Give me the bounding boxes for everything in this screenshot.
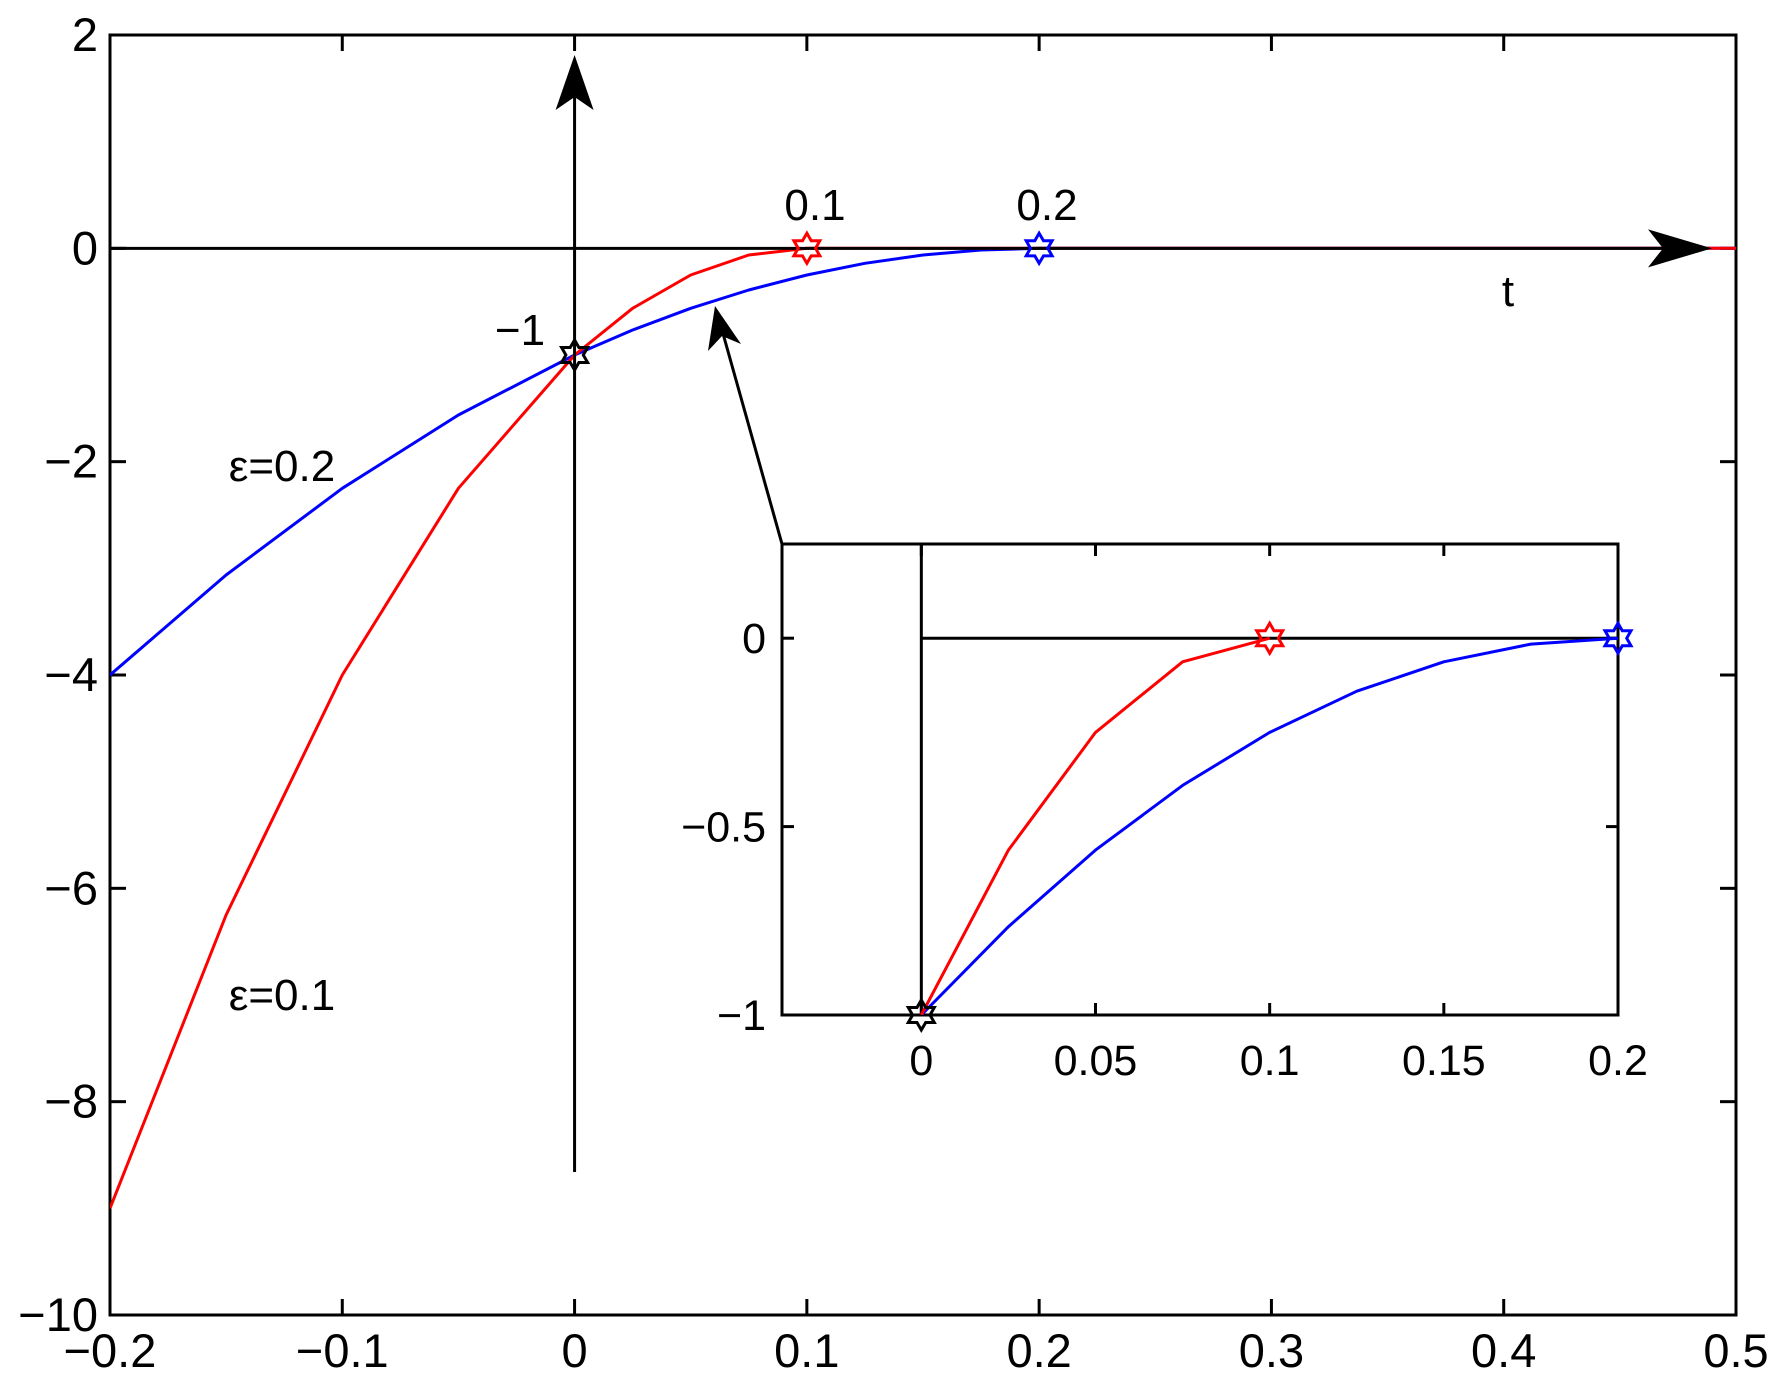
inset-ticks: 0 0.05 0.1 0.15 0.2 −1 −0.5 0	[681, 544, 1648, 1085]
inset-star-marker	[1602, 620, 1634, 657]
vertical-arrowhead	[555, 55, 594, 110]
coordinate-arrows	[110, 55, 1712, 1172]
x-tick-label: 0	[562, 1324, 588, 1377]
star-marker	[791, 230, 823, 267]
x-tick-label: −0.1	[296, 1324, 389, 1377]
eps-01-label: ε=0.1	[229, 971, 335, 1020]
inset-markers	[905, 620, 1634, 1033]
inset-series	[919, 636, 1618, 1015]
inset-star-marker	[1254, 620, 1286, 657]
y-tick-label: −6	[44, 861, 98, 914]
eps-02-label: ε=0.2	[229, 442, 335, 491]
inset-series-line-ε=0.1	[919, 636, 1271, 1015]
main-series	[110, 246, 1736, 1209]
star-marker	[559, 337, 591, 373]
point-02-label: 0.2	[1016, 181, 1077, 230]
inset-x-tick-label: 0	[909, 1037, 933, 1085]
inset-x-tick-label: 0.15	[1402, 1037, 1486, 1085]
inset-y-tick-label: −0.5	[681, 804, 766, 852]
x-tick-label: 0.2	[1006, 1324, 1071, 1377]
x-tick-label: 0.5	[1703, 1324, 1768, 1377]
star-marker	[1023, 230, 1055, 267]
series-line-ε=0.2	[110, 246, 1736, 677]
y-tick-label: −2	[44, 435, 98, 488]
y-tick-label: −8	[44, 1075, 98, 1128]
y-tick-label: −10	[18, 1288, 98, 1341]
inset-pointer-arrow	[708, 306, 784, 545]
inset-series-line-ε=0.2	[920, 636, 1618, 1015]
y-tick-label: −4	[44, 648, 98, 701]
inset-y-tick-label: −1	[717, 992, 766, 1040]
inset-plot-frame	[780, 542, 1620, 1017]
y-tick-label: 2	[72, 8, 98, 61]
point-01-label: 0.1	[784, 181, 845, 230]
inset-y-tick-label: 0	[742, 615, 766, 663]
x-tick-label: 0.3	[1239, 1324, 1304, 1377]
y-tick-label: 0	[72, 221, 98, 274]
main-markers	[559, 230, 1055, 373]
main-ticks: −0.2 −0.1 0 0.1 0.2 0.3 0.4 0.5−10−8−6−4−202	[18, 8, 1768, 1377]
inset-x-tick-label: 0.1	[1240, 1037, 1300, 1085]
inset-x-tick-label: 0.05	[1054, 1037, 1138, 1085]
x-tick-label: −0.2	[64, 1324, 157, 1377]
series-line-ε=0.1	[110, 246, 1736, 1209]
x-tick-label: 0.4	[1471, 1324, 1536, 1377]
horizontal-arrowhead	[1648, 229, 1712, 268]
inset-x-tick-label: 0.2	[1588, 1037, 1648, 1085]
inset-star-marker	[905, 997, 937, 1033]
minus-one-label: −1	[495, 306, 545, 355]
t-axis-label: t	[1502, 267, 1514, 316]
x-tick-label: 0.1	[774, 1324, 839, 1377]
